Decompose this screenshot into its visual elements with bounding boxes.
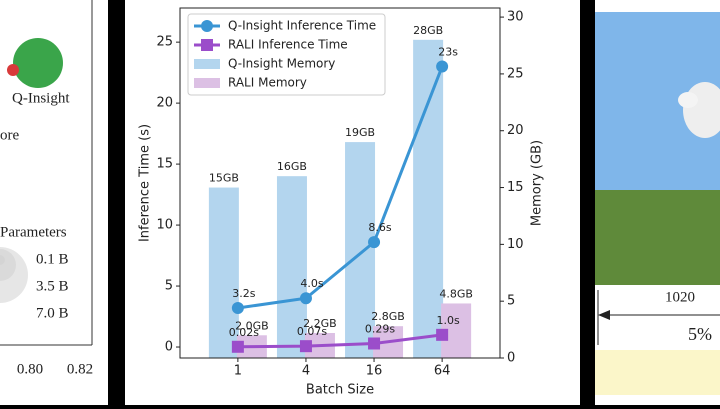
line-value-label: 0.07s xyxy=(297,325,327,338)
marker xyxy=(368,337,381,350)
y-tick-label: 10 xyxy=(156,218,173,233)
bar-value-label: 28GB xyxy=(413,24,443,37)
y-tick-label: 15 xyxy=(156,157,173,172)
text-fragment: ore xyxy=(0,127,19,143)
arrow-head xyxy=(598,310,610,320)
size-label: 7.0 B xyxy=(36,305,69,321)
bar-value-label: 2.2GB xyxy=(303,317,337,330)
x-tick-label: 0.82 xyxy=(67,361,93,377)
marker xyxy=(231,302,244,314)
y-tick-label: 25 xyxy=(156,35,173,50)
marker xyxy=(436,60,449,73)
legend-label: Q-Insight Memory xyxy=(228,57,335,71)
right-panel: 1020 5% xyxy=(595,0,720,405)
line-value-label: 0.29s xyxy=(365,322,395,335)
x-tick-label: 16 xyxy=(366,364,383,379)
marker xyxy=(231,340,244,353)
x-tick-label: 4 xyxy=(302,364,310,379)
percent-label: 5% xyxy=(688,324,712,344)
bar xyxy=(413,39,444,359)
x-tick-label: 1 xyxy=(234,364,242,379)
legend-label: RALI Memory xyxy=(228,76,307,90)
size-swatch xyxy=(0,247,28,303)
bar-value-label: 4.8GB xyxy=(439,287,473,300)
bar xyxy=(276,176,307,358)
line-value-label: 8.6s xyxy=(368,221,391,234)
bar xyxy=(208,187,239,358)
y2-axis-label: Memory (GB) xyxy=(530,140,545,226)
left-panel: Q-Insight ore Parameters 0.1 B 3.5 B 7.0… xyxy=(0,0,108,405)
y2-tick-label: 20 xyxy=(507,123,524,138)
line-value-label: 23s xyxy=(438,46,458,59)
marker xyxy=(299,340,312,353)
bar-value-label: 16GB xyxy=(277,160,307,173)
legend-swatch xyxy=(194,78,220,88)
x-tick-label: 64 xyxy=(434,364,451,379)
y2-tick-label: 0 xyxy=(507,351,515,366)
x-axis-label: Batch Size xyxy=(306,383,374,398)
line-value-label: 0.02s xyxy=(229,326,259,339)
marker xyxy=(436,328,449,341)
bubble xyxy=(7,64,19,76)
y2-tick-label: 30 xyxy=(507,10,524,25)
marker xyxy=(368,236,381,249)
y-tick-label: 5 xyxy=(165,279,173,294)
line-value-label: 3.2s xyxy=(232,287,255,300)
legend-title: Parameters xyxy=(0,224,67,240)
bubble xyxy=(13,38,63,88)
x-tick-label: 0.80 xyxy=(17,361,43,377)
legend-label: Q-Insight Inference Time xyxy=(228,19,376,33)
legend-swatch xyxy=(194,59,220,69)
legend-swatch xyxy=(201,39,213,51)
legend-swatch xyxy=(201,20,213,32)
bar xyxy=(345,142,376,358)
y2-tick-label: 15 xyxy=(507,180,524,195)
bubble-label: Q-Insight xyxy=(12,90,70,106)
highlight-bar xyxy=(595,350,720,395)
size-label: 0.1 B xyxy=(36,251,69,267)
bar-value-label: 2.0GB xyxy=(235,319,269,332)
y-tick-label: 0 xyxy=(165,340,173,355)
line-value-label: 4.0s xyxy=(300,277,323,290)
y-tick-label: 20 xyxy=(156,96,173,111)
line-value-label: 1.0s xyxy=(437,314,460,327)
marker xyxy=(299,292,312,305)
bar-value-label: 15GB xyxy=(209,172,239,185)
bar-value-label: 19GB xyxy=(345,126,375,139)
plot-frame xyxy=(179,7,501,359)
dimension-label: 1020 xyxy=(665,289,695,305)
line xyxy=(237,65,444,310)
y2-tick-label: 10 xyxy=(507,237,524,252)
y2-tick-label: 25 xyxy=(507,66,524,81)
line xyxy=(237,333,443,349)
y-axis-label: Inference Time (s) xyxy=(138,124,153,242)
legend-label: RALI Inference Time xyxy=(228,38,348,52)
sheep-head xyxy=(678,92,698,108)
size-label: 3.5 B xyxy=(36,278,69,294)
bar-value-label: 2.8GB xyxy=(371,310,405,323)
y2-tick-label: 5 xyxy=(507,294,515,309)
legend-box xyxy=(187,13,386,96)
grass xyxy=(595,190,720,285)
